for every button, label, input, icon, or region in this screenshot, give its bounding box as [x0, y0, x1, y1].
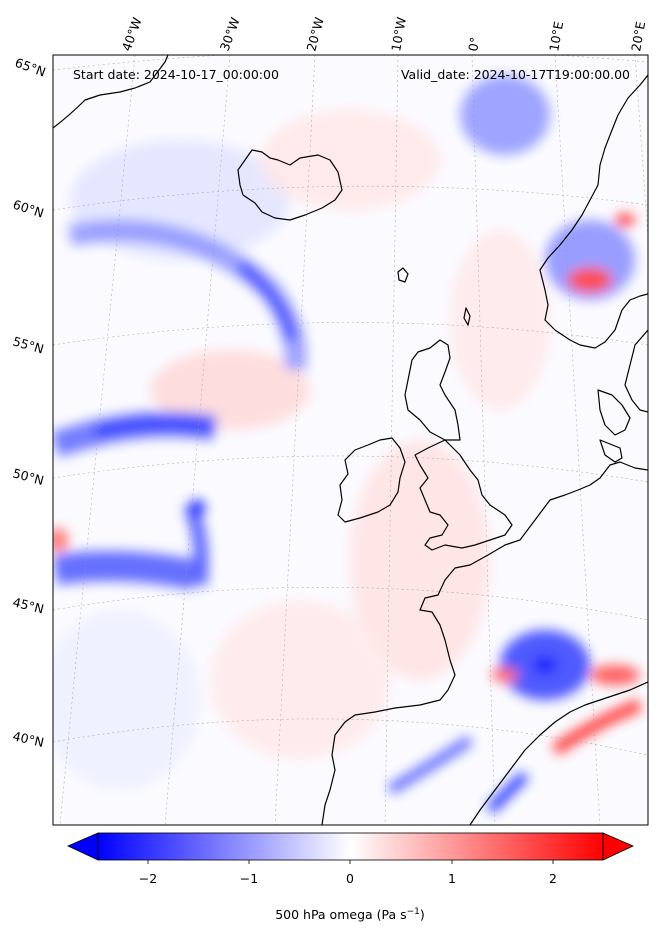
coast-britain: [414, 439, 513, 551]
coast-ireland: [337, 437, 406, 523]
coast-continent: [321, 461, 648, 825]
colorbar: −2 −1 0 1 2 500 hPa omega (Pa s−1): [67, 832, 634, 922]
omega-field: [53, 75, 643, 814]
coast-greenland: [53, 55, 169, 129]
colorbar-extend-high: [602, 832, 634, 861]
colorbar-tick-label: 1: [448, 871, 456, 886]
gridline-lon-0: [471, 55, 496, 825]
lon-label-20e: 20°E: [628, 20, 648, 52]
latitude-labels: 65°N 60°N 55°N 50°N 45°N 40°N: [11, 55, 48, 750]
colorbar-tick-label: 0: [346, 871, 354, 886]
lon-label-30w: 30°W: [217, 15, 243, 53]
gridline-lon-20w: [274, 55, 316, 825]
graticule: [53, 55, 648, 825]
lat-label-40n: 40°N: [11, 728, 45, 750]
coast-faroe: [397, 267, 409, 283]
coast-scotland: [404, 339, 461, 441]
coast-iceland: [237, 149, 343, 221]
coast-shetland: [463, 307, 471, 326]
coast-baltic: [599, 439, 623, 463]
colorbar-label: 500 hPa omega (Pa s−1): [275, 907, 425, 922]
map-panel: [53, 55, 648, 825]
lon-label-10e: 10°E: [546, 20, 566, 52]
coastlines: [53, 55, 648, 825]
longitude-labels: 40°W 30°W 20°W 10°W 0° 10°E 20°E: [119, 15, 648, 53]
coast-denmark: [597, 389, 631, 436]
colorbar-tick-label: −1: [240, 871, 258, 886]
gridline-lon-10e: [554, 55, 601, 825]
map-frame: [52, 54, 649, 826]
colorbar-body: [97, 832, 604, 861]
gridline-lon-10w: [384, 55, 399, 825]
lat-label-55n: 55°N: [11, 333, 45, 356]
colorbar-tick-label: −2: [139, 871, 157, 886]
lon-label-10w: 10°W: [388, 16, 409, 53]
lat-label-45n: 45°N: [11, 594, 45, 616]
lon-label-40w: 40°W: [119, 15, 145, 53]
lon-label-20w: 20°W: [303, 16, 326, 53]
colorbar-ticks: [147, 860, 554, 864]
lat-label-60n: 60°N: [11, 197, 46, 221]
lat-label-50n: 50°N: [11, 465, 45, 488]
gridline-lon-30w: [164, 55, 231, 825]
colorbar-tick-label: 2: [549, 871, 557, 886]
coast-iberia-east: [469, 681, 648, 825]
start-date-label: Start date: 2024-10-17_00:00:00: [73, 67, 279, 82]
colorbar-extend-low: [67, 832, 99, 861]
coast-norway: [539, 74, 648, 349]
valid-date-label: Valid_date: 2024-10-17T19:00:00.00: [401, 67, 630, 82]
lon-label-0: 0°: [465, 36, 482, 53]
lat-label-65n: 65°N: [13, 55, 48, 80]
coast-sweden-south: [624, 329, 648, 413]
gridline-lon-40w: [59, 55, 136, 825]
